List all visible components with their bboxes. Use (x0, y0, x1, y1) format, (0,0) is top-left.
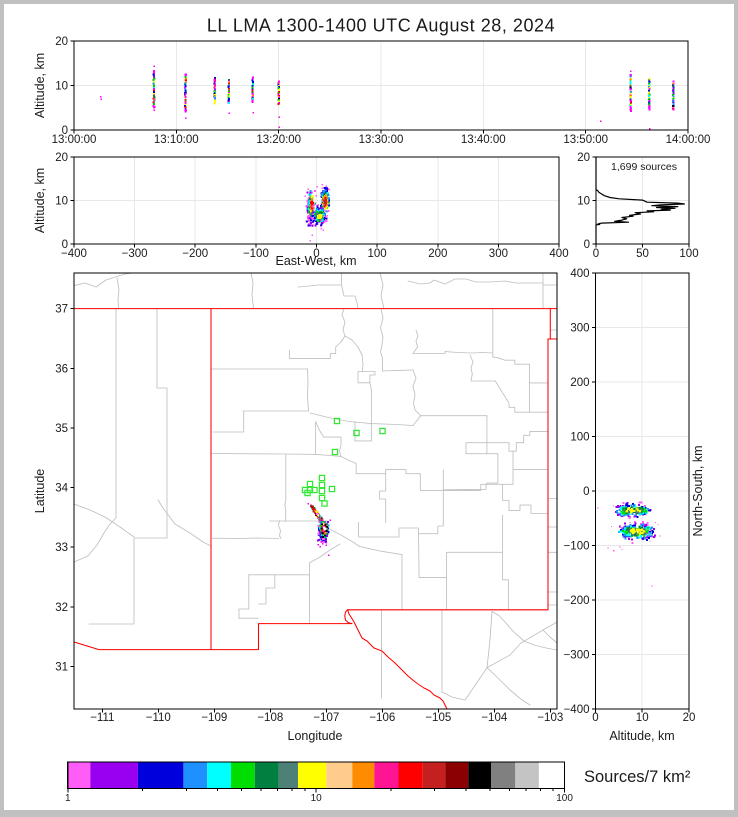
svg-text:13:10:00: 13:10:00 (154, 134, 199, 146)
svg-text:200: 200 (570, 377, 589, 389)
svg-text:−107: −107 (313, 712, 339, 724)
svg-text:−100: −100 (243, 248, 269, 260)
svg-text:−100: −100 (564, 541, 590, 553)
svg-text:0: 0 (313, 248, 319, 260)
svg-text:Longitude: Longitude (288, 729, 343, 743)
svg-text:10: 10 (636, 712, 649, 724)
svg-text:200: 200 (428, 248, 447, 260)
svg-text:East-West, km: East-West, km (275, 254, 356, 268)
svg-text:−103: −103 (537, 712, 563, 724)
svg-text:20: 20 (55, 36, 68, 48)
svg-text:13:20:00: 13:20:00 (256, 134, 301, 146)
svg-text:LL LMA 1300-1400 UTC August 28: LL LMA 1300-1400 UTC August 28, 2024 (207, 16, 555, 36)
svg-text:20: 20 (577, 152, 590, 164)
svg-text:13:30:00: 13:30:00 (359, 134, 404, 146)
svg-text:−105: −105 (425, 712, 451, 724)
svg-text:100: 100 (368, 248, 387, 260)
svg-text:50: 50 (636, 248, 649, 260)
svg-text:400: 400 (549, 248, 568, 260)
svg-text:32: 32 (55, 602, 68, 614)
svg-text:Altitude, km: Altitude, km (33, 168, 47, 233)
svg-text:37: 37 (55, 304, 68, 316)
svg-text:10: 10 (577, 196, 590, 208)
svg-text:Altitude, km: Altitude, km (609, 729, 674, 743)
svg-text:10: 10 (55, 196, 68, 208)
svg-text:13:40:00: 13:40:00 (461, 134, 506, 146)
svg-text:10: 10 (55, 81, 68, 93)
svg-text:100: 100 (679, 248, 698, 260)
svg-text:−110: −110 (146, 712, 171, 724)
svg-text:−200: −200 (182, 248, 208, 260)
svg-text:−300: −300 (564, 650, 590, 662)
svg-text:−200: −200 (564, 595, 590, 607)
svg-text:0: 0 (592, 712, 598, 724)
svg-text:1,699 sources: 1,699 sources (611, 161, 677, 173)
svg-text:−300: −300 (122, 248, 148, 260)
svg-text:13:50:00: 13:50:00 (563, 134, 608, 146)
svg-text:400: 400 (570, 268, 589, 280)
svg-text:20: 20 (55, 152, 68, 164)
svg-text:−400: −400 (61, 248, 87, 260)
svg-text:−108: −108 (257, 712, 283, 724)
svg-text:100: 100 (570, 432, 589, 444)
svg-text:34: 34 (55, 483, 68, 495)
svg-text:0: 0 (584, 239, 590, 251)
svg-text:36: 36 (55, 363, 68, 375)
svg-text:13:00:00: 13:00:00 (52, 134, 97, 146)
svg-text:0: 0 (583, 486, 589, 498)
svg-text:−111: −111 (90, 712, 114, 724)
svg-text:10: 10 (311, 793, 323, 804)
svg-text:Sources/7 km²: Sources/7 km² (584, 768, 691, 786)
svg-text:Altitude, km: Altitude, km (33, 53, 47, 118)
svg-text:0: 0 (593, 248, 599, 260)
svg-text:0: 0 (62, 239, 68, 251)
svg-text:300: 300 (570, 323, 589, 335)
svg-text:−106: −106 (369, 712, 395, 724)
svg-text:33: 33 (55, 542, 68, 554)
svg-text:1: 1 (65, 793, 71, 804)
svg-text:300: 300 (489, 248, 508, 260)
svg-text:−400: −400 (564, 704, 590, 716)
svg-text:20: 20 (683, 712, 696, 724)
svg-text:−104: −104 (481, 712, 508, 724)
svg-text:14:00:00: 14:00:00 (666, 134, 711, 146)
svg-text:31: 31 (55, 662, 68, 674)
svg-text:Latitude: Latitude (33, 469, 47, 514)
svg-text:North-South, km: North-South, km (691, 445, 705, 536)
svg-text:−109: −109 (201, 712, 227, 724)
svg-text:100: 100 (556, 793, 573, 804)
svg-text:0: 0 (62, 125, 68, 137)
svg-text:35: 35 (55, 423, 68, 435)
